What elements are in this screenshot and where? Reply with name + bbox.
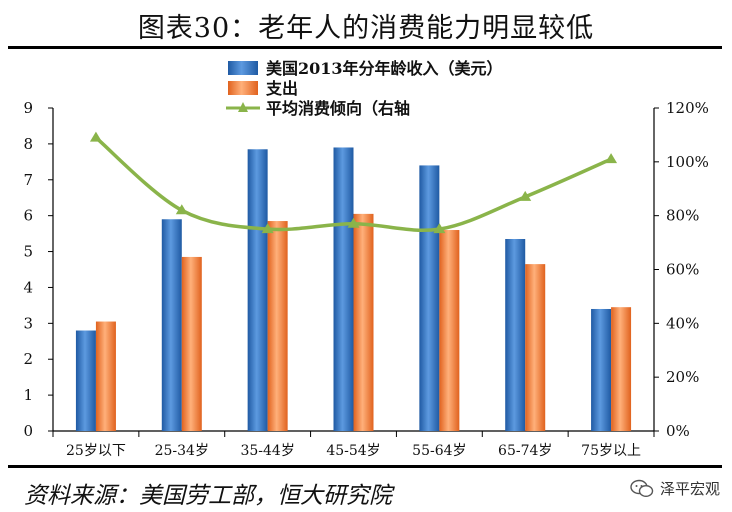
legend-label: 美国2013年分年龄收入（美元） bbox=[266, 59, 503, 78]
expense-bar bbox=[353, 213, 374, 431]
x-tick-label: 45-54岁 bbox=[326, 443, 380, 459]
income-bar bbox=[419, 165, 440, 431]
footer-rule bbox=[8, 465, 722, 468]
consumption-propensity-marker bbox=[175, 204, 188, 215]
x-tick-label: 35-44岁 bbox=[240, 443, 294, 459]
bars bbox=[75, 147, 632, 431]
left-tick-label: 7 bbox=[23, 171, 33, 189]
right-tick-label: 120% bbox=[666, 99, 709, 117]
right-tick-label: 40% bbox=[666, 314, 699, 332]
source-note: 资料来源：美国劳工部，恒大研究院 bbox=[24, 483, 392, 509]
income-bar bbox=[247, 149, 268, 431]
income-bar bbox=[591, 308, 612, 431]
wechat-icon bbox=[630, 479, 654, 497]
chart-title: 图表30：老年人的消费能力明显较低 bbox=[137, 13, 595, 44]
income-bar bbox=[161, 219, 182, 431]
left-tick-label: 3 bbox=[23, 314, 33, 332]
line-series bbox=[89, 131, 618, 234]
left-tick-label: 0 bbox=[23, 422, 33, 440]
consumption-propensity-marker bbox=[261, 223, 274, 234]
right-tick-label: 0% bbox=[666, 422, 690, 440]
title-rule bbox=[8, 46, 722, 49]
left-tick-label: 4 bbox=[23, 278, 33, 296]
income-bar bbox=[333, 147, 354, 431]
income-bar bbox=[505, 238, 526, 431]
right-tick-label: 80% bbox=[666, 207, 699, 225]
expense-bar bbox=[439, 230, 460, 431]
x-tick-label: 25岁以下 bbox=[66, 443, 126, 459]
x-tick-label: 65-74岁 bbox=[498, 443, 552, 459]
watermark: 泽平宏观 bbox=[630, 478, 720, 499]
expense-bar bbox=[525, 264, 546, 431]
x-tick-label: 25-34岁 bbox=[155, 443, 209, 459]
x-tick-label: 55-64岁 bbox=[412, 443, 466, 459]
left-tick-label: 2 bbox=[23, 350, 33, 368]
legend-label: 支出 bbox=[265, 79, 298, 98]
legend-label: 平均消费倾向（右轴 bbox=[266, 99, 410, 118]
x-tick-label: 75岁以上 bbox=[581, 443, 641, 459]
axes: 0 1 2 3 4 5 6 7 8 9 0% 20% 40% 60% 80% 100% 120% 25岁以下 25-… bbox=[23, 99, 708, 459]
consumption-propensity-marker bbox=[347, 217, 360, 228]
left-tick-label: 1 bbox=[23, 386, 33, 404]
right-tick-label: 20% bbox=[666, 368, 699, 386]
expense-bar bbox=[181, 256, 202, 431]
consumption-propensity-marker bbox=[519, 190, 532, 201]
income-bar bbox=[75, 330, 96, 431]
watermark-text: 泽平宏观 bbox=[659, 480, 720, 498]
left-tick-label: 9 bbox=[23, 99, 33, 117]
right-tick-label: 100% bbox=[666, 153, 709, 171]
legend-income-swatch bbox=[228, 61, 258, 75]
consumption-propensity-marker bbox=[605, 153, 618, 164]
consumption-propensity-marker bbox=[89, 131, 102, 142]
consumption-propensity-marker bbox=[433, 223, 446, 234]
left-tick-label: 8 bbox=[23, 135, 33, 153]
expense-bar bbox=[95, 321, 116, 431]
left-tick-label: 6 bbox=[23, 207, 33, 225]
right-tick-label: 60% bbox=[666, 261, 699, 279]
expense-bar bbox=[611, 307, 632, 431]
legend-line-marker bbox=[238, 102, 248, 112]
left-tick-label: 5 bbox=[23, 243, 33, 261]
expense-bar bbox=[267, 221, 288, 431]
legend-expense-swatch bbox=[228, 81, 258, 95]
